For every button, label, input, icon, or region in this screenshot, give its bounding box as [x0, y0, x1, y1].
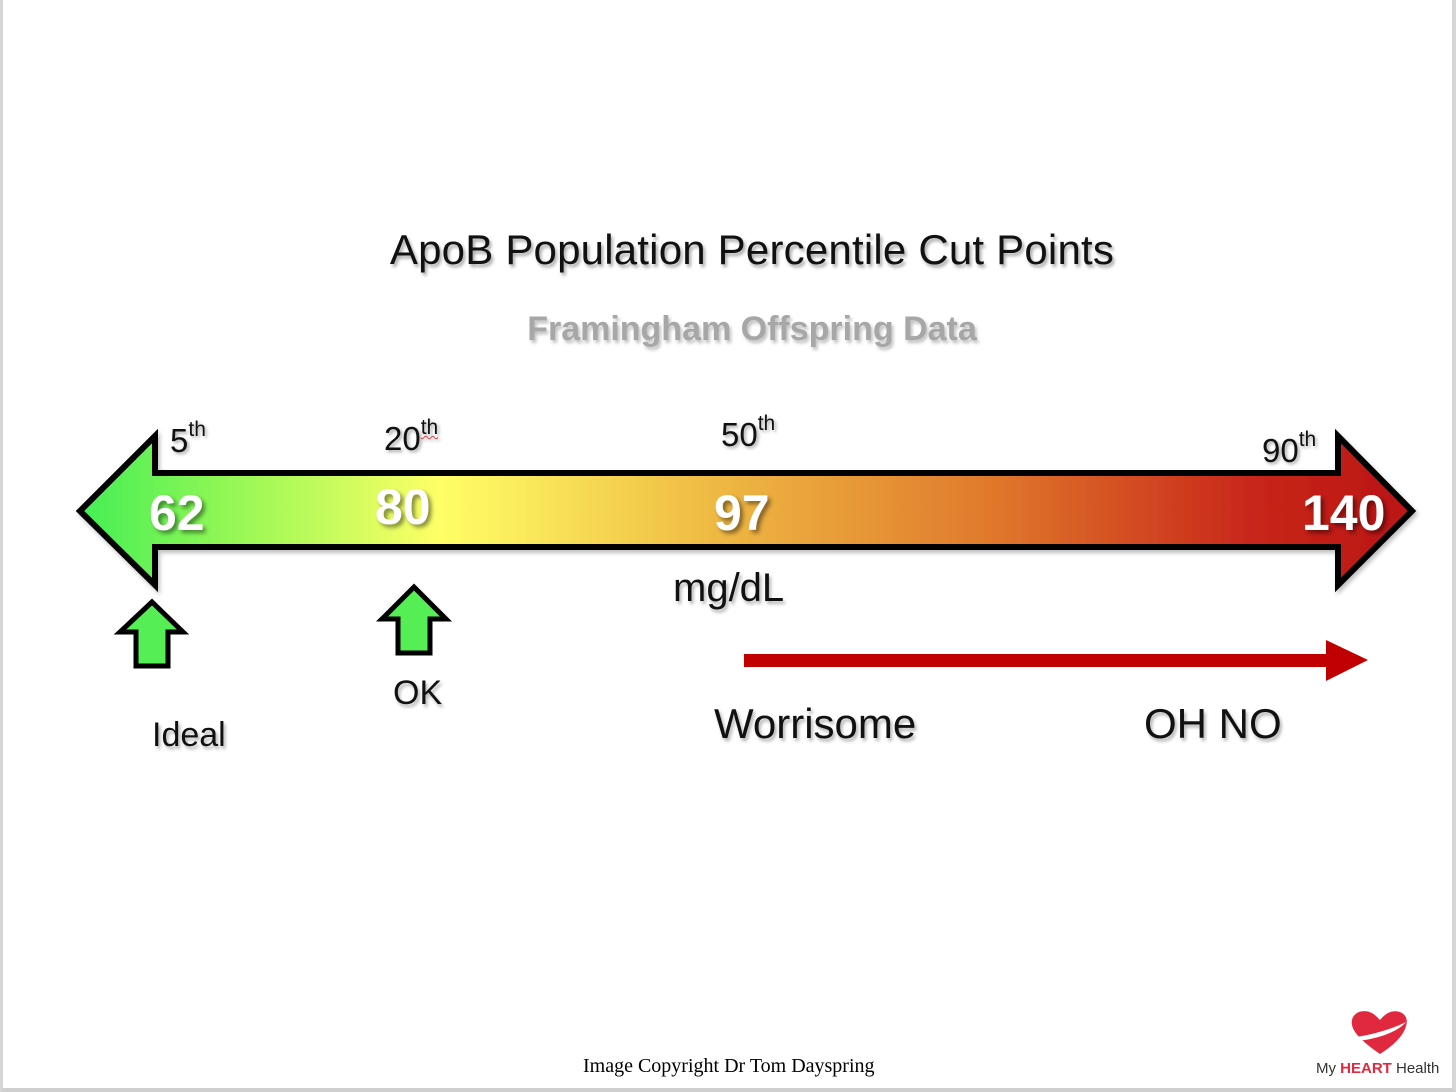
oh-no-label: OH NO	[1144, 700, 1282, 747]
percentile-label-5: 5th	[170, 418, 206, 459]
unit-label: mg/dL	[673, 566, 785, 610]
percentile-label-90: 90th	[1262, 428, 1317, 469]
value-97: 97	[714, 485, 770, 541]
ok-label: OK	[393, 674, 443, 712]
scale-arrow-icon	[75, 428, 1417, 593]
value-80: 80	[375, 479, 431, 535]
ideal-up-arrow-icon	[113, 598, 190, 669]
ok-up-arrow-icon	[375, 583, 453, 656]
percentile-label-20: 20th	[384, 416, 439, 457]
heart-logo-icon	[1348, 1011, 1407, 1054]
worrisome-label: Worrisome	[714, 700, 917, 747]
percentile-label-50: 50th	[721, 412, 776, 453]
copyright-text: Image Copyright Dr Tom Dayspring	[583, 1055, 875, 1077]
logo-text: My HEART Health	[1316, 1060, 1440, 1077]
slide-title: ApoB Population Percentile Cut Points	[389, 226, 1115, 273]
value-62: 62	[149, 485, 205, 541]
slide-subtitle: Framingham Offspring Data	[527, 310, 977, 348]
worrisome-right-arrow-icon	[744, 640, 1368, 681]
ideal-label: Ideal	[152, 716, 226, 754]
value-140: 140	[1302, 485, 1386, 541]
